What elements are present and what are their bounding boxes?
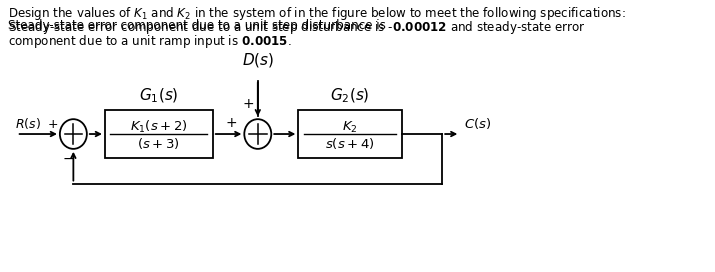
Text: component due to a unit ramp input is $\bf{0.0015}$.: component due to a unit ramp input is $\… <box>8 33 291 50</box>
Text: $K_1(s+2)$: $K_1(s+2)$ <box>130 119 187 135</box>
Text: $D(s)$: $D(s)$ <box>242 51 274 69</box>
Text: $R(s)$  +: $R(s)$ + <box>15 116 59 131</box>
Text: $(s+3)$: $(s+3)$ <box>137 137 180 152</box>
Text: Steady-state error component due to a unit step disturbance is $\bf{\text{-}0.00: Steady-state error component due to a un… <box>8 19 586 36</box>
Text: $G_1(s)$: $G_1(s)$ <box>139 87 179 105</box>
Text: $C(s)$: $C(s)$ <box>464 116 491 131</box>
Text: $+$: $+$ <box>242 97 255 111</box>
Text: $+$: $+$ <box>225 116 237 130</box>
Text: $G_2(s)$: $G_2(s)$ <box>330 87 370 105</box>
Text: $s(s+4)$: $s(s+4)$ <box>325 137 375 152</box>
Text: $-$: $-$ <box>61 151 74 165</box>
Bar <box>298 110 402 158</box>
Text: Steady-state error component due to a unit step disturbance is: Steady-state error component due to a un… <box>8 19 389 32</box>
Text: Design the values of $K_1$ and $K_2$ in the system of in the figure below to mee: Design the values of $K_1$ and $K_2$ in … <box>8 5 626 22</box>
Bar <box>105 110 213 158</box>
Text: $K_2$: $K_2$ <box>342 119 358 135</box>
